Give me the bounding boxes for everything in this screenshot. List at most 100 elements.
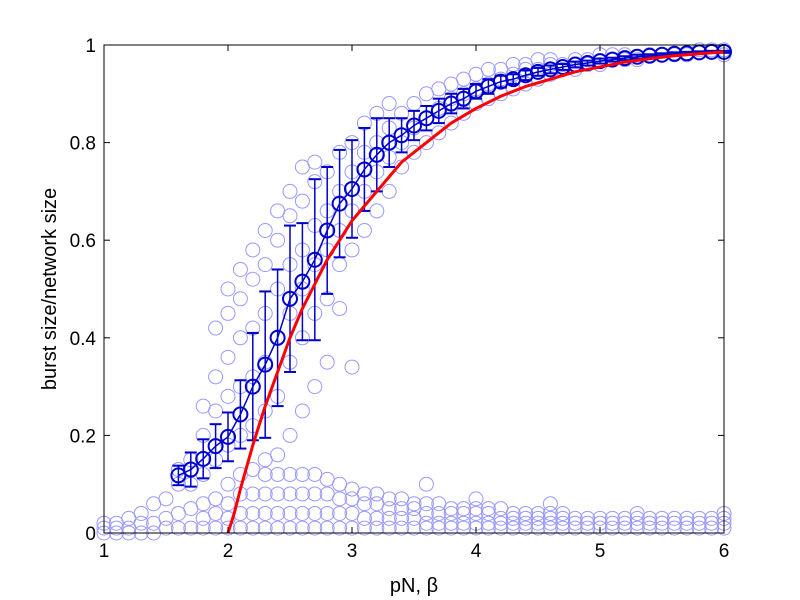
mean-line: [178, 51, 724, 477]
scatter-point: [208, 369, 224, 385]
scatter-point: [220, 388, 236, 404]
scatter-point: [294, 520, 310, 536]
mean-point: [616, 50, 633, 67]
scatter-point: [294, 466, 310, 482]
mean-point: [406, 117, 422, 134]
x-tick-label: 3: [347, 541, 358, 562]
mean-point: [530, 63, 546, 80]
scatter-point: [369, 520, 385, 536]
scatter-point: [232, 330, 248, 346]
scatter-point: [431, 125, 447, 141]
y-tick-label: 1: [85, 36, 96, 57]
mean-point: [381, 134, 398, 151]
x-tick-label: 5: [595, 541, 606, 562]
scatter-point: [356, 510, 372, 526]
y-axis-label: burst size/network size: [39, 188, 61, 390]
mean-point: [455, 90, 472, 107]
scatter-point: [356, 520, 372, 536]
scatter-point: [381, 510, 397, 526]
mean-point: [542, 61, 559, 78]
scatter-point: [257, 520, 273, 536]
scatter-point: [282, 183, 298, 199]
scatter-point: [282, 520, 298, 536]
scatter-point: [183, 520, 199, 536]
mean-point: [368, 146, 385, 163]
mean-point: [232, 406, 249, 423]
scatter-point: [307, 486, 323, 502]
scatter-point: [133, 505, 149, 521]
mean-point: [257, 356, 274, 373]
scatter-point: [232, 261, 248, 277]
scatter-point: [270, 505, 286, 521]
scatter-point: [418, 135, 434, 151]
scatter-point: [418, 505, 434, 521]
scatter-point: [220, 520, 236, 536]
mean-point: [182, 461, 199, 478]
mean-point: [269, 329, 286, 346]
scatter-point: [270, 466, 286, 482]
scatter-point: [208, 520, 224, 536]
y-tick-label: 0.8: [70, 134, 96, 155]
x-tick-label: 1: [99, 541, 110, 562]
scatter-point: [220, 305, 236, 321]
scatter-point: [307, 505, 323, 521]
y-tick-label: 0.2: [70, 426, 96, 447]
mean-point: [319, 222, 336, 239]
scatter-point: [369, 510, 385, 526]
scatter-point: [344, 520, 360, 536]
scatter-point: [208, 403, 224, 419]
scatter-point: [542, 496, 558, 512]
mean-point: [418, 110, 435, 127]
scatter-point: [381, 491, 397, 507]
mean-point: [294, 273, 311, 290]
theory-layer: [226, 50, 725, 534]
scatter-point: [319, 520, 335, 536]
x-tick-label: 6: [719, 541, 730, 562]
scatter-point: [282, 466, 298, 482]
scatter-point: [270, 486, 286, 502]
scatter-point: [480, 61, 496, 77]
scatter-point: [344, 359, 360, 375]
mean-point: [207, 438, 224, 455]
scatter-point: [629, 505, 645, 521]
mean-point: [282, 290, 298, 307]
scatter-point: [232, 291, 248, 307]
tick-layer: 1 2 3 4 5 6 0 0.2 0.4 0.6 0.8 1: [70, 36, 730, 562]
scatter-point: [480, 501, 496, 517]
scatter-point: [332, 505, 348, 521]
scatter-point: [332, 491, 348, 507]
mean-point: [604, 51, 621, 68]
mean-point: [344, 180, 360, 197]
scatter-point: [158, 491, 174, 507]
scatter-point: [394, 510, 410, 526]
scatter-point: [133, 515, 149, 531]
errorbar-layer: [170, 43, 732, 488]
scatter-point: [468, 491, 484, 507]
scatter-point: [282, 208, 298, 224]
scatter-point: [270, 520, 286, 536]
scatter-point: [381, 501, 397, 517]
scatter-point: [257, 466, 273, 482]
scatter-point: [307, 154, 323, 170]
scatter-point: [282, 486, 298, 502]
theory-curve: [226, 50, 725, 534]
scatter-point: [282, 427, 298, 443]
scatter-point: [257, 505, 273, 521]
mean-point: [629, 48, 646, 65]
scatter-point: [232, 520, 248, 536]
scatter-point: [208, 320, 224, 336]
scatter-point: [294, 193, 310, 209]
scatter-point: [195, 520, 211, 536]
x-tick-label: 4: [471, 541, 482, 562]
y-tick-label: 0: [85, 524, 96, 545]
scatter-point: [307, 520, 323, 536]
scatter-point: [356, 496, 372, 512]
scatter-point: [220, 476, 236, 492]
scatter-point: [245, 486, 261, 502]
scatter-point: [344, 242, 360, 258]
scatter-point: [220, 349, 236, 365]
scatter-point: [282, 505, 298, 521]
scatter-point: [245, 271, 261, 287]
scatter-point: [394, 520, 410, 536]
